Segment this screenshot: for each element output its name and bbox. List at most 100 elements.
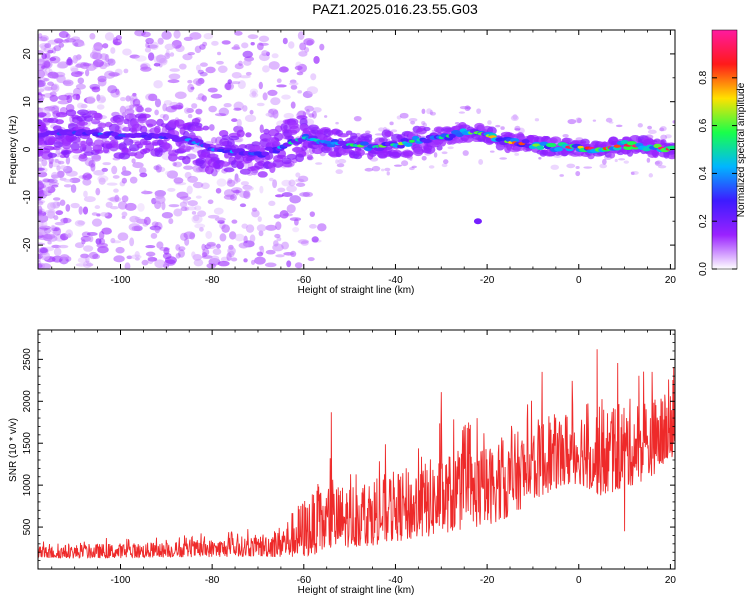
spectrogram-noise-blob bbox=[575, 117, 582, 124]
spectrogram-noise-blob bbox=[109, 205, 119, 210]
spectrogram-noise-blob bbox=[86, 95, 96, 105]
spectrogram-noise-blob bbox=[226, 179, 236, 187]
spectrogram-noise-blob bbox=[559, 174, 564, 177]
spectrogram-ridge-halo bbox=[206, 153, 219, 159]
spectrogram-noise-blob bbox=[191, 103, 198, 109]
spectrogram-noise-blob bbox=[297, 90, 303, 94]
spectrogram-noise-blob bbox=[175, 244, 181, 251]
spectrogram-noise-blob bbox=[389, 121, 394, 126]
spectrogram-noise-blob bbox=[64, 38, 77, 43]
spectrogram-x-tick-label: -40 bbox=[388, 275, 403, 286]
spectrogram-noise-blob bbox=[63, 217, 68, 224]
spectrogram-noise-blob bbox=[191, 251, 196, 258]
spectrogram-noise-blob bbox=[364, 167, 374, 172]
spectrogram-noise-blob bbox=[365, 130, 371, 134]
spectrogram-noise-blob bbox=[566, 163, 576, 169]
spectrogram-noise-blob bbox=[249, 109, 254, 115]
spectrogram-noise-blob bbox=[74, 42, 79, 47]
spectrogram-noise-blob bbox=[107, 85, 118, 94]
spectrogram-ridge-halo bbox=[253, 145, 266, 153]
spectrogram-noise-blob bbox=[550, 164, 560, 170]
spectrogram-noise-blob bbox=[113, 188, 119, 193]
spectrogram-noise-blob bbox=[630, 171, 635, 176]
spectrogram-noise-blob bbox=[353, 116, 362, 122]
spectrogram-noise-blob bbox=[221, 224, 230, 233]
spectrogram-noise-blob bbox=[47, 208, 56, 215]
spectrogram-ridge-point bbox=[404, 142, 413, 147]
spectrogram-ridge-halo bbox=[436, 145, 443, 151]
spectrogram-noise-blob bbox=[199, 44, 206, 50]
spectrogram-ridge-halo bbox=[55, 112, 68, 118]
spectrogram-noise-blob bbox=[131, 225, 141, 232]
spectrogram-noise-blob bbox=[85, 63, 97, 71]
spectrogram-noise-blob bbox=[134, 251, 140, 259]
spectrogram-noise-blob bbox=[232, 189, 241, 194]
spectrogram-noise-blob bbox=[462, 150, 469, 156]
spectrogram-noise-blob bbox=[88, 159, 96, 168]
spectrogram-noise-blob bbox=[92, 253, 101, 260]
spectrogram-noise-blob bbox=[186, 185, 193, 195]
spectrogram-marks bbox=[38, 30, 675, 269]
spectrogram-ridge-point bbox=[620, 139, 629, 145]
spectrogram-noise-blob bbox=[49, 57, 57, 62]
spectrogram-noise-blob bbox=[41, 159, 48, 167]
spectrogram-noise-blob bbox=[42, 251, 50, 261]
spectrogram-noise-blob bbox=[241, 42, 249, 49]
spectrogram-isolated-blob bbox=[473, 218, 482, 225]
spectrogram-noise-blob bbox=[98, 177, 106, 185]
spectrogram-noise-blob bbox=[216, 178, 227, 187]
spectrogram-noise-blob bbox=[256, 224, 267, 232]
spectrogram-noise-blob bbox=[538, 156, 542, 160]
spectrogram-noise-blob bbox=[510, 115, 519, 122]
spectrogram-noise-blob bbox=[243, 59, 252, 66]
spectrogram-noise-blob bbox=[213, 207, 224, 215]
spectrogram-noise-blob bbox=[143, 216, 151, 226]
spectrogram-ridge-halo bbox=[182, 155, 191, 165]
spectrogram-ridge-halo bbox=[423, 126, 431, 132]
spectrogram-noise-blob bbox=[96, 95, 107, 104]
spectrogram-noise-blob bbox=[315, 162, 323, 165]
spectrogram-noise-blob bbox=[180, 206, 188, 212]
spectrogram-noise-blob bbox=[54, 158, 59, 163]
spectrogram-noise-blob bbox=[283, 112, 295, 119]
spectrogram-ridge-halo bbox=[140, 113, 151, 119]
spectrogram-noise-blob bbox=[289, 217, 302, 222]
spectrogram-noise-blob bbox=[166, 170, 179, 179]
spectrogram-noise-blob bbox=[277, 187, 286, 193]
spectrogram-ridge-halo bbox=[608, 151, 616, 159]
spectrogram-noise-blob bbox=[46, 202, 56, 211]
spectrogram-x-tick-label: -60 bbox=[297, 275, 312, 286]
spectrogram-noise-blob bbox=[82, 172, 92, 181]
spectrogram-noise-blob bbox=[52, 230, 58, 236]
spectrogram-noise-blob bbox=[289, 195, 301, 204]
colorbar-tick-label: 0.4 bbox=[698, 166, 709, 180]
spectrogram-noise-blob bbox=[154, 226, 160, 234]
spectrogram-noise-blob bbox=[286, 260, 292, 268]
spectrogram-noise-blob bbox=[197, 69, 204, 75]
spectrogram-noise-blob bbox=[193, 258, 204, 267]
spectrogram-noise-blob bbox=[231, 219, 238, 224]
spectrogram-noise-blob bbox=[145, 251, 156, 257]
spectrogram-noise-blob bbox=[274, 194, 284, 198]
spectrogram-ridge-halo bbox=[286, 153, 298, 160]
spectrogram-noise-blob bbox=[125, 95, 131, 102]
spectrogram-noise-blob bbox=[212, 248, 222, 256]
spectrogram-ridge-halo bbox=[389, 151, 401, 159]
spectrogram-ridge-halo bbox=[350, 132, 358, 139]
spectrogram-noise-blob bbox=[51, 227, 60, 232]
spectrogram-noise-blob bbox=[59, 165, 67, 170]
spectrogram-noise-blob bbox=[78, 154, 88, 162]
spectrogram-noise-blob bbox=[192, 253, 202, 261]
spectrogram-noise-blob bbox=[300, 240, 309, 246]
spectrogram-noise-blob bbox=[647, 129, 657, 135]
spectrogram-noise-blob bbox=[53, 215, 59, 221]
spectrogram-ridge-halo bbox=[549, 136, 562, 144]
spectrogram-noise-blob bbox=[164, 256, 177, 265]
spectrogram-noise-blob bbox=[183, 165, 194, 170]
spectrogram-noise-blob bbox=[38, 58, 46, 66]
spectrogram-noise-blob bbox=[154, 195, 166, 205]
spectrogram-noise-blob bbox=[441, 151, 448, 155]
spectrogram-noise-blob bbox=[233, 101, 244, 111]
spectrogram-noise-blob bbox=[618, 158, 626, 161]
